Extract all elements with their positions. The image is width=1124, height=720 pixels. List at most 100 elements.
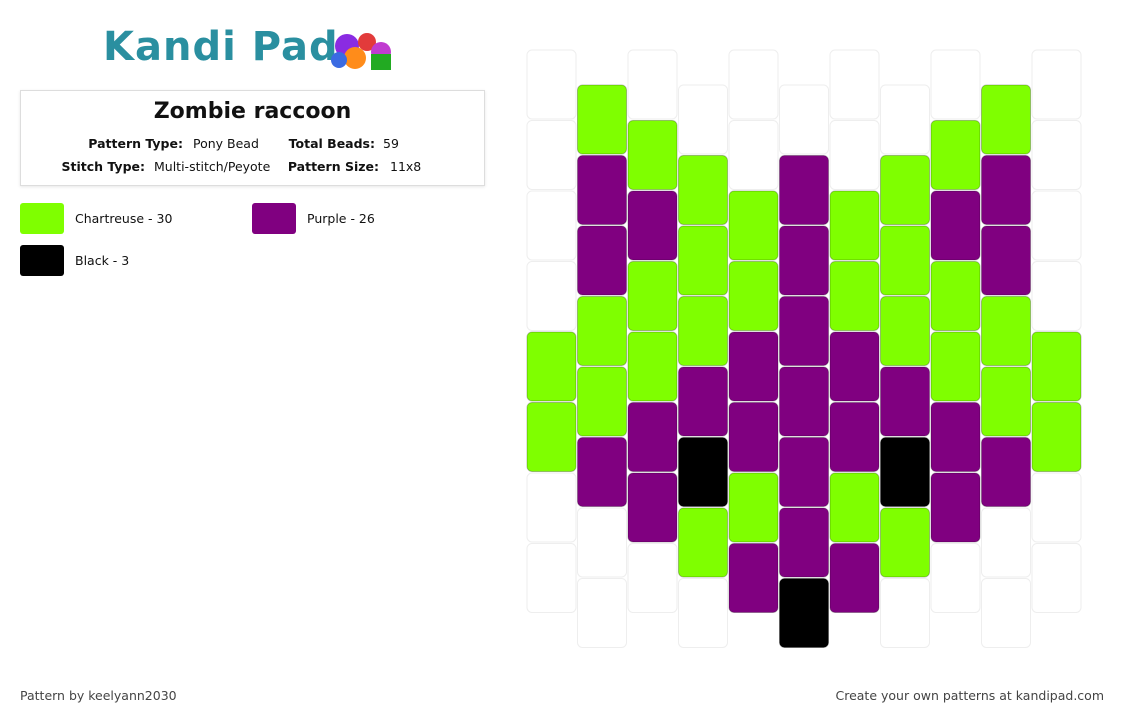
info-label: Total Beads: <box>288 136 375 151</box>
bead <box>880 155 930 225</box>
info-value: 59 <box>383 136 399 151</box>
empty-bead <box>981 578 1031 648</box>
bead <box>779 366 829 437</box>
bead-grid <box>526 49 1082 648</box>
bead <box>981 155 1031 225</box>
empty-bead <box>526 261 577 331</box>
bead <box>577 84 627 155</box>
bead <box>930 190 981 261</box>
legend-label: Black - 3 <box>75 253 130 268</box>
empty-bead <box>678 84 728 155</box>
bead <box>678 366 728 437</box>
empty-bead <box>577 578 627 648</box>
empty-bead <box>1031 190 1082 261</box>
bead <box>678 507 728 578</box>
bead <box>779 507 829 578</box>
bead <box>627 331 678 402</box>
pattern-info: Zombie raccoon Pattern Type: Pony Bead T… <box>20 90 485 186</box>
logo[interactable]: Kandi Pad <box>103 24 339 70</box>
empty-bead <box>880 578 930 648</box>
bead <box>829 261 880 331</box>
bead <box>728 261 779 331</box>
bead <box>728 472 779 543</box>
bead <box>627 120 678 190</box>
empty-bead <box>678 578 728 648</box>
bead <box>728 402 779 472</box>
bead <box>981 84 1031 155</box>
bead <box>577 155 627 225</box>
empty-bead <box>981 507 1031 578</box>
info-label: Stitch Type: <box>61 159 145 174</box>
bead <box>728 331 779 402</box>
bead <box>930 472 981 543</box>
empty-bead <box>526 49 577 120</box>
bead <box>577 437 627 507</box>
empty-bead <box>728 49 779 120</box>
empty-bead <box>930 543 981 613</box>
info-value: Pony Bead <box>193 136 259 151</box>
legend-swatch <box>252 203 296 234</box>
info-value: Multi-stitch/Peyote <box>154 159 271 174</box>
pattern-title: Zombie raccoon <box>153 99 352 124</box>
bead <box>678 155 728 225</box>
empty-bead <box>880 84 930 155</box>
empty-bead <box>1031 472 1082 543</box>
info-label: Pattern Size: <box>287 159 379 174</box>
empty-bead <box>627 49 678 120</box>
bead <box>678 296 728 366</box>
footer-credit: Pattern by keelyann2030 <box>20 688 177 703</box>
empty-bead <box>627 543 678 613</box>
bead <box>930 261 981 331</box>
legend-label: Chartreuse - 30 <box>75 211 173 226</box>
bead <box>779 437 829 507</box>
empty-bead <box>526 190 577 261</box>
bead <box>880 225 930 296</box>
empty-bead <box>829 120 880 190</box>
legend-swatch <box>20 245 64 276</box>
bead <box>981 437 1031 507</box>
bead <box>1031 331 1082 402</box>
bead <box>930 402 981 472</box>
footer-link[interactable]: Create your own patterns at kandipad.com <box>835 688 1104 703</box>
bead <box>577 296 627 366</box>
empty-bead <box>526 472 577 543</box>
empty-bead <box>728 120 779 190</box>
bead <box>829 331 880 402</box>
bead <box>627 472 678 543</box>
bead <box>930 331 981 402</box>
bead <box>880 296 930 366</box>
bead <box>728 543 779 613</box>
bead <box>880 507 930 578</box>
info-label: Pattern Type: <box>88 136 183 151</box>
legend-label: Purple - 26 <box>307 211 375 226</box>
empty-bead <box>1031 261 1082 331</box>
bead <box>728 190 779 261</box>
logo-icon <box>331 33 391 70</box>
bead <box>981 225 1031 296</box>
empty-bead <box>526 543 577 613</box>
bead <box>779 225 829 296</box>
empty-bead <box>1031 543 1082 613</box>
bead <box>779 155 829 225</box>
bead <box>930 120 981 190</box>
empty-bead <box>829 49 880 120</box>
bead <box>678 225 728 296</box>
bead <box>678 437 728 507</box>
bead <box>829 472 880 543</box>
bead <box>627 190 678 261</box>
bead <box>829 190 880 261</box>
empty-bead <box>577 507 627 578</box>
bead <box>829 543 880 613</box>
bead <box>627 402 678 472</box>
bead <box>577 225 627 296</box>
legend-swatch <box>20 203 64 234</box>
bead <box>779 296 829 366</box>
empty-bead <box>1031 120 1082 190</box>
bead <box>526 331 577 402</box>
empty-bead <box>779 84 829 155</box>
bead <box>981 296 1031 366</box>
bead <box>829 402 880 472</box>
bead <box>880 437 930 507</box>
empty-bead <box>930 49 981 120</box>
